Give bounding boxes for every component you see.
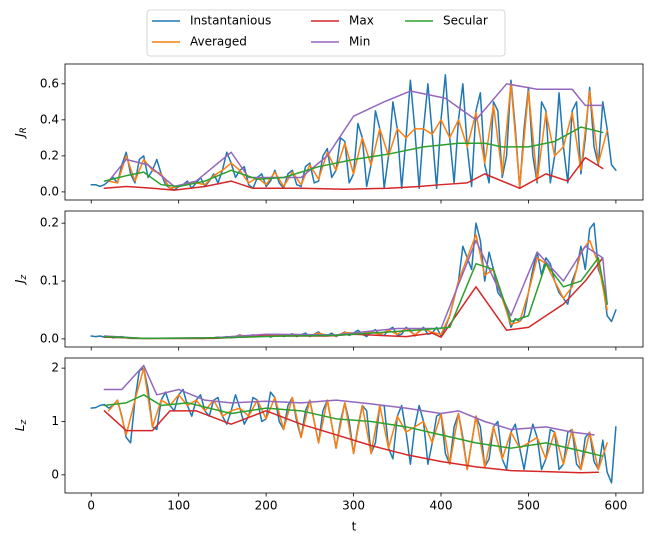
legend-label: Averaged xyxy=(190,35,247,49)
series-line xyxy=(107,83,608,190)
x-tick-label: 0 xyxy=(87,499,95,513)
axes-frame xyxy=(64,63,644,201)
x-axis-label: t xyxy=(352,520,357,534)
series-line xyxy=(103,126,604,188)
x-tick-label: 200 xyxy=(255,499,278,513)
axes-frame xyxy=(64,357,644,494)
series-line xyxy=(103,364,595,436)
y-tick-label: 1 xyxy=(51,414,59,428)
y-tick-label: 0.2 xyxy=(40,216,59,230)
legend-label: Min xyxy=(349,35,370,49)
plot-area xyxy=(90,364,617,484)
series-line xyxy=(90,367,617,484)
y-axis-label: Jz xyxy=(13,275,29,286)
x-tick-label: 300 xyxy=(342,499,365,513)
axes-frame xyxy=(64,210,644,348)
series-line xyxy=(103,410,600,474)
plot-area xyxy=(90,222,617,340)
legend-label: Secular xyxy=(443,14,488,28)
series-line xyxy=(107,233,608,340)
y-tick-label: 0.4 xyxy=(40,112,59,126)
series-line xyxy=(103,156,604,191)
x-tick-label: 600 xyxy=(604,499,627,513)
y-tick-label: 2 xyxy=(51,361,59,375)
series-line xyxy=(103,257,608,340)
y-tick-label: 0.1 xyxy=(40,274,59,288)
x-tick-label: 500 xyxy=(517,499,540,513)
x-tick-label: 400 xyxy=(430,499,453,513)
y-tick-label: 0.0 xyxy=(40,184,59,198)
series-line xyxy=(103,239,608,340)
legend-label: Max xyxy=(349,14,374,28)
plot-area xyxy=(90,74,617,191)
y-tick-label: 0.0 xyxy=(40,331,59,345)
series-line xyxy=(103,394,604,457)
y-axis-label: Lz xyxy=(13,420,29,432)
y-axis-label: JR xyxy=(13,127,29,139)
y-tick-label: 0.6 xyxy=(40,76,59,90)
legend-label: Instantanious xyxy=(190,14,271,28)
y-tick-label: 0.2 xyxy=(40,148,59,162)
y-tick-label: 0 xyxy=(51,467,59,481)
series-line xyxy=(107,367,608,471)
x-tick-label: 100 xyxy=(167,499,190,513)
